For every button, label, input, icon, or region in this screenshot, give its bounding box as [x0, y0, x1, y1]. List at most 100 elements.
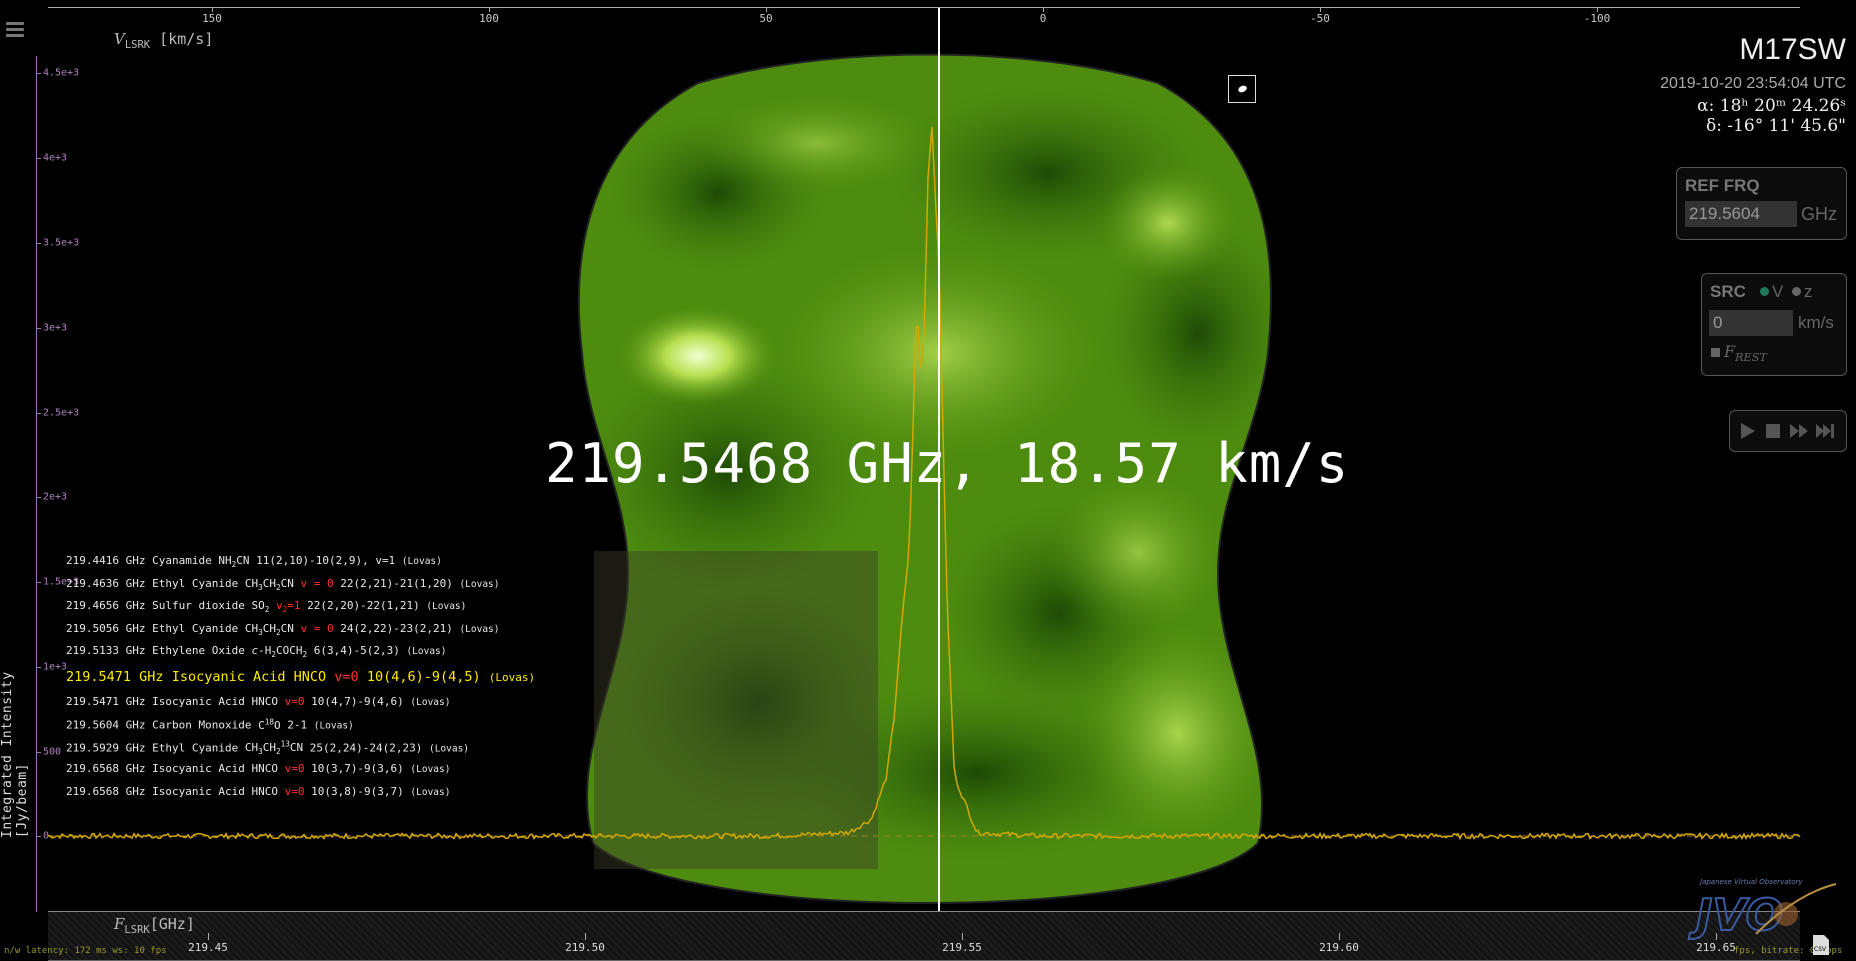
- velocity-tick: [1043, 7, 1044, 12]
- source-velocity-input[interactable]: [1709, 310, 1793, 336]
- spectral-line-item[interactable]: 219.6568 GHz Isocyanic Acid HNCO v=0 10(…: [66, 762, 535, 785]
- source-velocity-panel: SRC V z km/s FREST: [1701, 273, 1847, 376]
- network-latency-status: n/w latency: 172 ms ws: 10 fps: [4, 946, 167, 956]
- line-transition: 11(2,10)-10(2,9), v=1: [256, 554, 396, 567]
- line-species: Ethylene Oxide: [152, 644, 245, 657]
- intensity-tick-label: 4e+3: [43, 152, 68, 164]
- skip-end-icon[interactable]: [1814, 421, 1836, 441]
- frest-checkbox[interactable]: [1711, 348, 1720, 357]
- line-database: (Lovas): [406, 646, 447, 657]
- velocity-axis: 150 100 50 0 -50 -100: [48, 0, 1800, 30]
- bitrate-status: fps, bitrate: 0 kbps: [1734, 946, 1843, 956]
- frequency-tick-label: 219.45: [188, 941, 228, 954]
- spectral-line-item[interactable]: 219.6568 GHz Isocyanic Acid HNCO v=0 10(…: [66, 785, 535, 808]
- play-icon[interactable]: [1736, 421, 1758, 441]
- intensity-tick-label: 3.5e+3: [43, 237, 80, 249]
- frequency-tick: [585, 933, 586, 940]
- line-database: (Lovas): [428, 743, 470, 755]
- line-species: Sulfur dioxide: [152, 599, 245, 612]
- line-species: Cyanamide: [152, 554, 212, 567]
- radio-z[interactable]: [1792, 287, 1801, 296]
- frequency-tick: [1339, 933, 1340, 940]
- csv-download-icon[interactable]: CSV: [1812, 934, 1830, 956]
- intensity-tick: [36, 328, 41, 329]
- line-formula: C18O: [258, 717, 281, 732]
- ref-frequency-input[interactable]: [1685, 201, 1797, 227]
- line-frequency: 219.5471 GHz: [66, 694, 146, 708]
- line-vibrational-state: v = 0: [300, 621, 334, 635]
- line-formula: CH3CH2CN: [244, 621, 294, 637]
- line-database: (Lovas): [401, 556, 442, 567]
- source-title: SRC: [1710, 282, 1746, 301]
- spectral-line-item[interactable]: 219.5604 GHz Carbon Monoxide C18O 2-1 (L…: [66, 717, 535, 740]
- player-controls: [1729, 410, 1847, 452]
- frequency-tick: [962, 933, 963, 940]
- line-frequency: 219.4416 GHz: [66, 554, 146, 567]
- source-velocity-unit: km/s: [1798, 313, 1834, 332]
- spectral-line-list-backdrop: [594, 551, 878, 869]
- radio-v[interactable]: [1760, 287, 1769, 296]
- spectral-line-item[interactable]: 219.5133 GHz Ethylene Oxide c-H2COCH2 6(…: [66, 644, 535, 667]
- line-vibrational-state: v=0: [334, 668, 359, 685]
- frequency-cursor-line[interactable]: [938, 8, 940, 961]
- spectral-line-item[interactable]: 219.5929 GHz Ethyl Cyanide CH3CH213CN 25…: [66, 740, 535, 763]
- line-database: (Lovas): [459, 623, 500, 635]
- radio-z-label: z: [1804, 282, 1813, 301]
- frequency-tick: [1716, 933, 1717, 940]
- line-database: (Lovas): [410, 764, 451, 775]
- spectral-line-item[interactable]: 219.4636 GHz Ethyl Cyanide CH3CH2CN v = …: [66, 577, 535, 600]
- declination: δ: -16° 11' 45.6": [1705, 116, 1846, 136]
- line-database: (Lovas): [410, 696, 451, 708]
- beam-ellipse-icon: [1228, 75, 1256, 103]
- stop-icon[interactable]: [1762, 421, 1784, 441]
- line-species: Ethyl Cyanide: [152, 741, 239, 755]
- line-formula: CH3CH2CN: [244, 576, 294, 592]
- ref-frequency-title: REF FRQ: [1685, 176, 1760, 195]
- line-formula: NH2CN: [218, 554, 250, 570]
- line-vibrational-state: v=0: [284, 762, 305, 775]
- intensity-tick-label: 2.5e+3: [43, 407, 80, 419]
- line-transition: 24(2,22)-23(2,21): [340, 621, 453, 635]
- velocity-tick-label: 100: [479, 12, 499, 25]
- intensity-axis-line: [36, 56, 37, 912]
- frequency-tick-label: 219.50: [565, 941, 605, 954]
- spectral-line-item[interactable]: 219.4656 GHz Sulfur dioxide SO2 v2=1 22(…: [66, 599, 535, 622]
- ref-frequency-unit: GHz: [1801, 204, 1837, 224]
- fast-forward-icon[interactable]: [1788, 421, 1810, 441]
- frequency-axis-title: FLSRK[GHz]: [114, 915, 195, 936]
- line-species: Carbon Monoxide: [152, 718, 252, 732]
- line-transition: 10(4,7)-9(4,6): [311, 694, 404, 708]
- intensity-tick: [36, 413, 41, 414]
- velocity-tick-label: -50: [1310, 12, 1330, 25]
- line-frequency: 219.6568 GHz: [66, 784, 146, 798]
- line-transition: 10(4,6)-9(4,5): [366, 668, 481, 685]
- intensity-tick-label: 1e+3: [43, 661, 68, 673]
- radio-v-label: V: [1772, 282, 1784, 301]
- hamburger-menu-icon[interactable]: [6, 22, 24, 40]
- intensity-tick: [36, 497, 41, 498]
- intensity-tick: [36, 158, 41, 159]
- line-formula: CH3CH213CN: [244, 739, 304, 757]
- line-vibrational-state: v=0: [284, 784, 305, 798]
- line-frequency: 219.6568 GHz: [66, 762, 146, 775]
- spectral-line-highlighted[interactable]: 219.5471 GHz Isocyanic Acid HNCO v=0 10(…: [66, 667, 535, 695]
- frequency-axis[interactable]: 219.45 219.50 219.55 219.60 219.65: [48, 911, 1800, 961]
- spectral-line-item[interactable]: 219.5056 GHz Ethyl Cyanide CH3CH2CN v = …: [66, 622, 535, 645]
- line-transition: 25(2,24)-24(2,23): [309, 741, 423, 755]
- line-vibrational-state: v = 0: [300, 576, 334, 590]
- cursor-readout: 219.5468 GHz, 18.57 km/s: [545, 432, 1350, 495]
- velocity-tick-label: 150: [202, 12, 222, 25]
- velocity-tick-label: 0: [1039, 12, 1047, 25]
- line-frequency: 219.5604 GHz: [66, 718, 146, 732]
- jvo-logo[interactable]: Japanese Virtual Observatory JVO: [1686, 874, 1840, 950]
- spectral-line-item[interactable]: 219.5471 GHz Isocyanic Acid HNCO v=0 10(…: [66, 695, 535, 718]
- frequency-tick-label: 219.65: [1696, 941, 1736, 954]
- line-formula: HNCO: [293, 668, 327, 685]
- object-name: M17SW: [1739, 33, 1846, 66]
- line-database: (Lovas): [488, 670, 536, 684]
- intensity-tick: [36, 752, 41, 753]
- spectral-line-item[interactable]: 219.4416 GHz Cyanamide NH2CN 11(2,10)-10…: [66, 554, 535, 577]
- velocity-tick-label: -100: [1583, 12, 1611, 25]
- velocity-tick: [766, 7, 767, 12]
- line-transition: 22(2,20)-22(1,21): [307, 599, 420, 612]
